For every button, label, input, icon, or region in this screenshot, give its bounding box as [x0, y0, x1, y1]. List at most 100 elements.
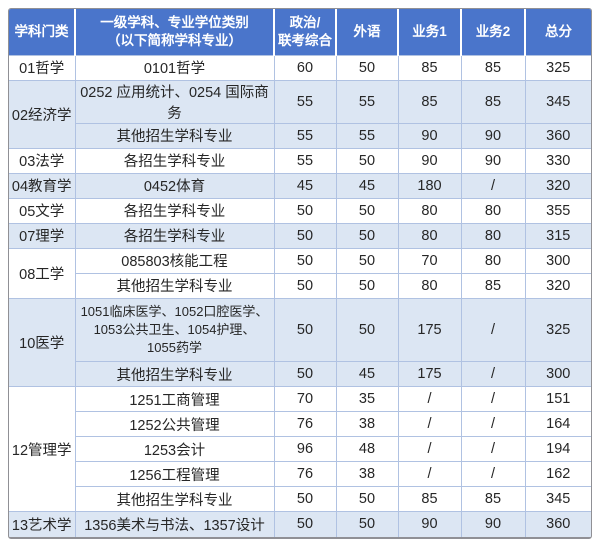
business2-score-cell: 90	[461, 147, 526, 173]
business1-score-cell: 180	[398, 172, 462, 198]
business1-score-cell: 80	[398, 272, 462, 298]
header-politics: 政治/联考综合	[274, 9, 337, 55]
major-cell: 1256工程管理	[75, 461, 275, 487]
foreign-language-score-cell: 45	[336, 172, 399, 198]
major-cell: 085803核能工程	[75, 247, 275, 273]
business2-score-cell: 85	[461, 54, 526, 80]
table-row: 13艺术学 1356美术与书法、1357设计 50 50 90 90 360	[9, 511, 591, 537]
table-row: 10医学 1051临床医学、1052口腔医学、1053公共卫生、1054护理、10…	[9, 297, 591, 387]
category-cell: 03法学	[9, 147, 76, 173]
business2-score-cell: /	[461, 386, 526, 412]
business1-score-cell: 90	[398, 511, 462, 537]
politics-score-cell: 50	[274, 511, 337, 537]
major-cell: 各招生学科专业	[75, 197, 275, 223]
total-score-cell: 315	[525, 222, 591, 248]
category-cell: 01哲学	[9, 54, 76, 80]
total-score-cell: 300	[525, 361, 591, 387]
major-cell: 其他招生学科专业	[75, 361, 275, 387]
header-label-line: 业务1	[412, 23, 447, 39]
total-score-cell: 194	[525, 436, 591, 462]
politics-score-cell: 50	[274, 272, 337, 298]
major-cell: 1252公共管理	[75, 411, 275, 437]
total-score-cell: 320	[525, 172, 591, 198]
business1-score-cell: 85	[398, 79, 462, 123]
business1-score-cell: 175	[398, 297, 462, 362]
foreign-language-score-cell: 50	[336, 247, 399, 273]
foreign-language-score-cell: 50	[336, 54, 399, 80]
foreign-language-score-cell: 50	[336, 272, 399, 298]
total-score-cell: 320	[525, 272, 591, 298]
business1-score-cell: /	[398, 436, 462, 462]
major-cell: 0252 应用统计、0254 国际商务	[75, 79, 275, 123]
table-row: 01哲学 0101哲学 60 50 85 85 325	[9, 54, 591, 80]
business1-score-cell: 85	[398, 54, 462, 80]
politics-score-cell: 76	[274, 411, 337, 437]
category-cell: 10医学	[9, 297, 76, 387]
admission-score-table: 学科门类 一级学科、专业学位类别 （以下简称学科专业） 政治/联考综合 外语 业务1 业务2…	[9, 9, 591, 537]
header-business1: 业务1	[398, 9, 462, 55]
business1-score-cell: /	[398, 411, 462, 437]
header-business2: 业务2	[461, 9, 526, 55]
foreign-language-score-cell: 50	[336, 197, 399, 223]
major-cell: 各招生学科专业	[75, 222, 275, 248]
header-label-line: （以下简称学科专业）	[107, 32, 242, 48]
business2-score-cell: 90	[461, 511, 526, 537]
total-score-cell: 162	[525, 461, 591, 487]
table-row: 05文学 各招生学科专业 50 50 80 80 355	[9, 197, 591, 223]
foreign-language-score-cell: 50	[336, 297, 399, 362]
politics-score-cell: 70	[274, 386, 337, 412]
politics-score-cell: 76	[274, 461, 337, 487]
business2-score-cell: 85	[461, 79, 526, 123]
table-row: 其他招生学科专业 50 50 85 85 345	[9, 486, 591, 512]
business2-score-cell: /	[461, 172, 526, 198]
header-category: 学科门类	[9, 9, 76, 55]
business1-score-cell: 90	[398, 147, 462, 173]
header-label-line: 联考综合	[278, 32, 332, 48]
header-total: 总分	[525, 9, 591, 55]
foreign-language-score-cell: 38	[336, 461, 399, 487]
business1-score-cell: 80	[398, 222, 462, 248]
business1-score-cell: 80	[398, 197, 462, 223]
table-row: 1256工程管理 76 38//162	[9, 461, 591, 487]
table-row: 07理学 各招生学科专业 50 50 80 80 315	[9, 222, 591, 248]
header-label-line: 一级学科、专业学位类别	[100, 14, 249, 30]
total-score-cell: 345	[525, 486, 591, 512]
total-score-cell: 330	[525, 147, 591, 173]
table-row: 1252公共管理 76 38//164	[9, 411, 591, 437]
business2-score-cell: 85	[461, 272, 526, 298]
category-cell: 04教育学	[9, 172, 76, 198]
foreign-language-score-cell: 50	[336, 511, 399, 537]
total-score-cell: 345	[525, 79, 591, 123]
politics-score-cell: 50	[274, 247, 337, 273]
politics-score-cell: 50	[274, 197, 337, 223]
major-cell: 1051临床医学、1052口腔医学、1053公共卫生、1054护理、1055药学	[75, 297, 275, 362]
business2-score-cell: /	[461, 436, 526, 462]
politics-score-cell: 96	[274, 436, 337, 462]
business2-score-cell: /	[461, 361, 526, 387]
total-score-cell: 360	[525, 122, 591, 148]
business2-score-cell: /	[461, 461, 526, 487]
foreign-language-score-cell: 55	[336, 79, 399, 123]
total-score-cell: 325	[525, 297, 591, 362]
politics-score-cell: 55	[274, 147, 337, 173]
header-row: 学科门类 一级学科、专业学位类别 （以下简称学科专业） 政治/联考综合 外语 业务1 业务2…	[9, 9, 591, 55]
business2-score-cell: /	[461, 411, 526, 437]
category-cell: 08工学	[9, 247, 76, 298]
foreign-language-score-cell: 48	[336, 436, 399, 462]
politics-score-cell: 60	[274, 54, 337, 80]
foreign-language-score-cell: 38	[336, 411, 399, 437]
politics-score-cell: 55	[274, 79, 337, 123]
politics-score-cell: 50	[274, 222, 337, 248]
header-label-line: 外语	[353, 23, 381, 39]
header-foreign-language: 外语	[336, 9, 399, 55]
total-score-cell: 325	[525, 54, 591, 80]
table-row: 其他招生学科专业 50 45 175/300	[9, 361, 591, 387]
foreign-language-score-cell: 50	[336, 147, 399, 173]
foreign-language-score-cell: 55	[336, 122, 399, 148]
table-row: 08工学 085803核能工程 50 50 70 80 300	[9, 247, 591, 298]
header-label-line: 业务2	[475, 23, 511, 39]
business1-score-cell: 175	[398, 361, 462, 387]
category-cell: 13艺术学	[9, 511, 76, 537]
major-cell: 0452体育	[75, 172, 275, 198]
major-cell: 其他招生学科专业	[75, 486, 275, 512]
